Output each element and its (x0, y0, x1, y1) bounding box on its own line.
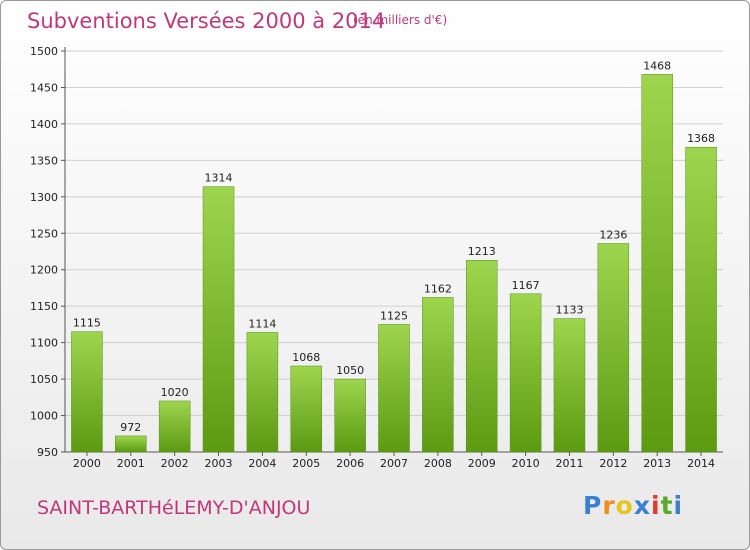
logo-letter: t (660, 491, 674, 520)
bar-2009 (465, 259, 498, 453)
x-tick-label-2014: 2014 (687, 457, 715, 470)
data-label-2004: 1114 (248, 317, 276, 330)
chart-title: Subventions Versées 2000 à 2014 (27, 9, 386, 33)
y-tick-label: 1000 (30, 410, 58, 423)
bar-2002 (158, 400, 191, 453)
bar-2001 (115, 435, 147, 453)
x-tick-label-2011: 2011 (555, 457, 583, 470)
logo-letter: r (602, 491, 616, 520)
bar-2013 (641, 74, 673, 453)
x-tick-label-2010: 2010 (512, 457, 540, 470)
logo-letter: P (583, 491, 603, 520)
y-tick-label: 1100 (30, 337, 58, 350)
bar-2003 (202, 186, 235, 453)
logo-letter: i (673, 491, 684, 520)
bar-2014 (685, 146, 717, 453)
y-tick-label: 1150 (30, 300, 58, 313)
x-tick-label-2001: 2001 (117, 457, 145, 470)
x-tick-label-2012: 2012 (599, 457, 627, 470)
x-tick-label-2008: 2008 (424, 457, 452, 470)
data-label-2006: 1050 (336, 364, 364, 377)
data-label-2012: 1236 (599, 228, 627, 241)
labels: 950 1000 1050 1100 1150 1200 1250 1300 1350 1400 1… (30, 45, 715, 470)
data-label-2011: 1133 (555, 304, 583, 317)
bar-2008 (422, 297, 454, 453)
y-tick-label: 1250 (30, 227, 58, 240)
x-tick-label-2002: 2002 (161, 457, 189, 470)
bar-2012 (597, 243, 630, 453)
logo-letter: x (633, 491, 651, 520)
proxiti-logo: Proxiti (583, 491, 683, 520)
data-label-2010: 1167 (512, 279, 540, 292)
y-tick-label: 1450 (30, 81, 58, 94)
data-label-2013: 1468 (643, 59, 671, 72)
data-label-2002: 1020 (161, 386, 189, 399)
logo-letter: i (651, 491, 661, 520)
data-label-2000: 1115 (73, 317, 101, 330)
x-tick-label-2003: 2003 (205, 457, 233, 470)
bars (71, 74, 717, 453)
place-name: SAINT-BARTHéLEMY-D'ANJOU (37, 497, 311, 519)
y-tick-label: 1500 (30, 45, 58, 58)
logo-letter: o (615, 491, 634, 520)
x-tick-label-2007: 2007 (380, 457, 408, 470)
bar-2011 (553, 318, 586, 453)
data-label-2001: 972 (120, 421, 141, 434)
x-tick-label-2009: 2009 (468, 457, 496, 470)
y-tick-label: 1400 (30, 118, 58, 131)
bar-2007 (378, 324, 410, 453)
data-label-2003: 1314 (205, 172, 233, 185)
x-tick-label-2006: 2006 (336, 457, 364, 470)
data-label-2014: 1368 (687, 132, 715, 145)
data-label-2007: 1125 (380, 309, 408, 322)
y-tick-label: 1300 (30, 191, 58, 204)
bar-2010 (509, 293, 542, 453)
bar-2000 (71, 331, 103, 453)
data-label-2005: 1068 (292, 351, 320, 364)
data-label-2009: 1213 (468, 245, 496, 258)
bar-2004 (246, 332, 279, 453)
y-tick-label: 950 (37, 446, 58, 459)
bar-2006 (334, 378, 366, 453)
y-tick-label: 1050 (30, 373, 58, 386)
chart-subtitle: (en milliers d'€) (353, 13, 448, 27)
y-tick-label: 1350 (30, 154, 58, 167)
data-label-2008: 1162 (424, 282, 452, 295)
bar-2005 (290, 365, 323, 453)
x-tick-label-2000: 2000 (73, 457, 101, 470)
x-tick-label-2005: 2005 (292, 457, 320, 470)
y-tick-label: 1200 (30, 264, 58, 277)
x-tick-label-2013: 2013 (643, 457, 671, 470)
x-tick-label-2004: 2004 (248, 457, 276, 470)
